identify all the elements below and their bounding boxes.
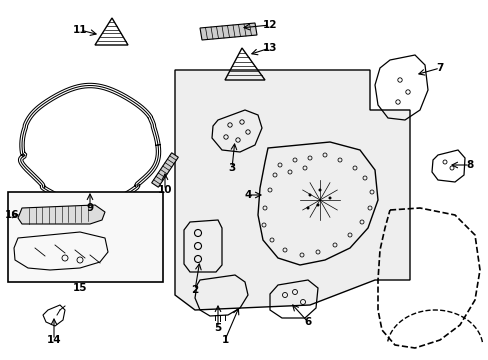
Circle shape bbox=[318, 189, 321, 192]
Text: 16: 16 bbox=[5, 210, 19, 220]
Text: 12: 12 bbox=[262, 20, 277, 30]
Text: 13: 13 bbox=[262, 43, 277, 53]
Text: 7: 7 bbox=[435, 63, 443, 73]
Text: 11: 11 bbox=[73, 25, 87, 35]
Text: 5: 5 bbox=[214, 323, 221, 333]
Polygon shape bbox=[175, 70, 409, 310]
Text: 14: 14 bbox=[46, 335, 61, 345]
Polygon shape bbox=[200, 23, 257, 40]
Text: 10: 10 bbox=[158, 185, 172, 195]
Text: 15: 15 bbox=[73, 283, 87, 293]
Text: 2: 2 bbox=[191, 285, 198, 295]
Text: 9: 9 bbox=[86, 203, 93, 213]
Bar bbox=[8, 192, 163, 282]
Circle shape bbox=[308, 194, 311, 197]
Text: 8: 8 bbox=[466, 160, 473, 170]
Circle shape bbox=[328, 197, 331, 199]
Text: 4: 4 bbox=[244, 190, 251, 200]
Circle shape bbox=[306, 207, 309, 210]
Text: 3: 3 bbox=[228, 163, 235, 173]
Circle shape bbox=[316, 203, 319, 207]
Polygon shape bbox=[151, 153, 178, 187]
Text: 6: 6 bbox=[304, 317, 311, 327]
Polygon shape bbox=[18, 205, 105, 224]
Text: 1: 1 bbox=[221, 335, 228, 345]
